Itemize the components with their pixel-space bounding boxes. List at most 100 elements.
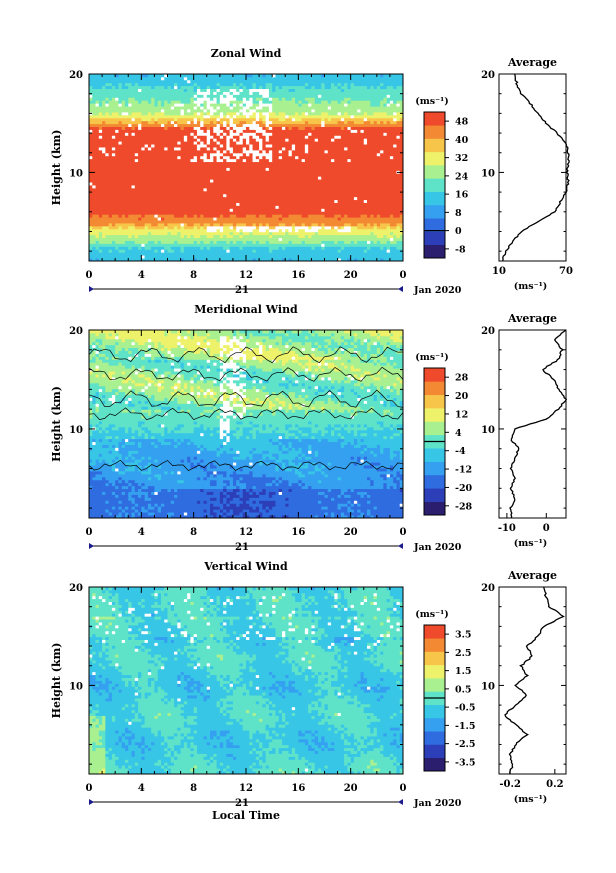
- heatmap-cell: [393, 252, 397, 256]
- heatmap-cell: [327, 258, 332, 262]
- heatmap-cell: [105, 211, 110, 215]
- heatmap-cell: [128, 231, 132, 236]
- heatmap-cell: [291, 220, 296, 224]
- heatmap-cell: [278, 117, 283, 122]
- heatmap-cell: [151, 228, 155, 233]
- heatmap-cell: [95, 211, 100, 215]
- heatmap-cell: [334, 231, 338, 236]
- heatmap-cell: [301, 155, 306, 160]
- heatmap-cell: [187, 109, 191, 113]
- heatmap-cell: [373, 109, 378, 113]
- heatmap-cell: [157, 211, 162, 215]
- heatmap-cell: [380, 185, 384, 189]
- heatmap-cell: [157, 138, 162, 142]
- heatmap-cell: [174, 114, 178, 119]
- heatmap-cell: [353, 141, 358, 145]
- heatmap-cell: [160, 123, 165, 127]
- heatmap-cell: [236, 231, 240, 236]
- heatmap-cell: [118, 164, 123, 168]
- heatmap-cell: [308, 144, 312, 148]
- heatmap-cell: [321, 255, 325, 259]
- heatmap-cell: [249, 161, 253, 165]
- heatmap-cell: [393, 111, 397, 116]
- heatmap-cell: [376, 225, 381, 230]
- heatmap-cell: [102, 129, 106, 133]
- heatmap-cell: [367, 170, 371, 174]
- heatmap-cell: [95, 205, 100, 209]
- heatmap-cell: [105, 129, 110, 133]
- heatmap-cell: [272, 120, 276, 125]
- heatmap-cell: [210, 231, 214, 236]
- heatmap-cell: [157, 117, 162, 122]
- heatmap-cell: [324, 228, 329, 233]
- heatmap-cell: [98, 182, 103, 186]
- heatmap-cell: [141, 217, 145, 221]
- heatmap-cell: [249, 246, 253, 250]
- heatmap-cell: [337, 223, 342, 227]
- heatmap-cell: [177, 243, 181, 247]
- heatmap-cell: [360, 202, 365, 206]
- heatmap-cell: [380, 225, 384, 230]
- heatmap-cell: [213, 129, 217, 133]
- heatmap-cell: [350, 152, 355, 157]
- heatmap-cell: [396, 141, 401, 145]
- heatmap-cell: [285, 126, 289, 130]
- heatmap-cell: [216, 185, 221, 189]
- heatmap-cell: [275, 109, 280, 113]
- heatmap-cell: [160, 252, 165, 256]
- heatmap-cell: [89, 182, 93, 186]
- heatmap-cell: [285, 141, 289, 145]
- heatmap-cell: [367, 167, 371, 171]
- heatmap-cell: [367, 199, 371, 203]
- heatmap-cell: [203, 249, 208, 253]
- heatmap-cell: [337, 237, 342, 241]
- heatmap-cell: [223, 117, 227, 122]
- heatmap-cell: [376, 228, 381, 233]
- heatmap-cell: [219, 258, 224, 262]
- heatmap-cell: [219, 220, 224, 224]
- heatmap-cell: [383, 129, 388, 133]
- heatmap-cell: [232, 147, 237, 151]
- heatmap-cell: [367, 249, 371, 253]
- heatmap-cell: [278, 258, 283, 262]
- heatmap-cell: [196, 237, 201, 241]
- heatmap-cell: [304, 117, 309, 122]
- heatmap-cell: [183, 152, 188, 157]
- heatmap-cell: [301, 199, 306, 203]
- heatmap-cell: [95, 158, 100, 163]
- heatmap-cell: [357, 199, 361, 203]
- heatmap-cell: [317, 258, 322, 262]
- heatmap-cell: [144, 149, 149, 154]
- heatmap-cell: [262, 237, 267, 241]
- heatmap-cell: [308, 111, 312, 116]
- heatmap-cell: [131, 135, 136, 139]
- heatmap-cell: [288, 161, 293, 165]
- heatmap-cell: [102, 190, 106, 195]
- heatmap-cell: [327, 144, 332, 148]
- heatmap-cell: [151, 252, 155, 256]
- heatmap-cell: [255, 161, 260, 165]
- heatmap-cell: [298, 126, 302, 130]
- heatmap-cell: [399, 185, 404, 189]
- heatmap-cell: [203, 217, 208, 221]
- heatmap-cell: [210, 111, 214, 116]
- heatmap-cell: [262, 199, 267, 203]
- heatmap-cell: [360, 237, 365, 241]
- heatmap-cell: [347, 138, 352, 142]
- heatmap-cell: [242, 234, 247, 239]
- heatmap-cell: [360, 182, 365, 186]
- heatmap-cell: [383, 211, 388, 215]
- heatmap-cell: [389, 173, 394, 177]
- heatmap-cell: [206, 223, 211, 227]
- heatmap-cell: [340, 138, 345, 142]
- heatmap-cell: [226, 252, 231, 256]
- heatmap-cell: [396, 176, 401, 180]
- heatmap-cell: [157, 240, 162, 244]
- heatmap-cell: [262, 228, 267, 233]
- heatmap-cell: [249, 158, 253, 163]
- heatmap-cell: [164, 223, 168, 227]
- heatmap-cell: [357, 220, 361, 224]
- heatmap-cell: [311, 138, 316, 142]
- heatmap-cell: [285, 144, 289, 148]
- heatmap-cell: [291, 193, 296, 198]
